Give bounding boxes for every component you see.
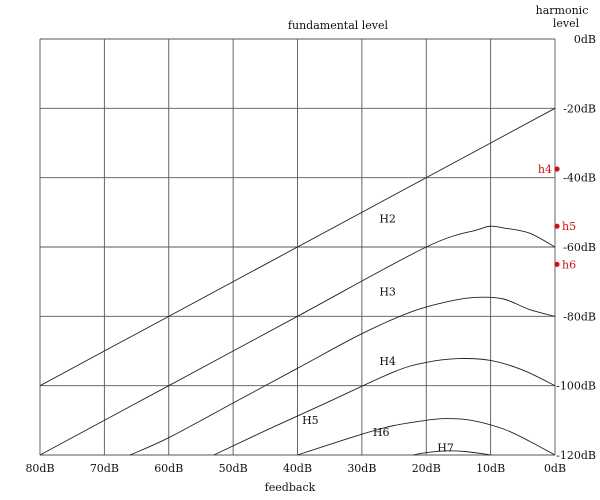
- marker-label-h6: h6: [562, 258, 576, 271]
- series-label-h5: H5: [302, 414, 319, 427]
- series-line-h3: [39, 225, 556, 456]
- series-line-h4: [129, 296, 556, 456]
- series-labels: H2 H3 H4 H5 H6 H7: [302, 213, 454, 455]
- series-label-h2: H2: [379, 213, 396, 226]
- series-label-h4: H4: [379, 355, 396, 368]
- chart-title: fundamental level: [288, 19, 389, 32]
- y-axis-label-line-2: level: [553, 17, 580, 30]
- markers: h4 h5 h6: [538, 163, 576, 271]
- x-tick-label: 50dB: [219, 462, 248, 475]
- x-tick-label: 40dB: [283, 462, 312, 475]
- y-tick-label: -20dB: [563, 102, 596, 115]
- series-label-h7: H7: [437, 442, 454, 455]
- x-tick-label: 60dB: [154, 462, 183, 475]
- y-tick-label: -60dB: [563, 241, 596, 254]
- x-tick-labels: 80dB 70dB 60dB 50dB 40dB 30dB 20dB 10dB 0dB: [25, 462, 566, 475]
- x-tick-label: 10dB: [476, 462, 505, 475]
- marker-point-h4: [554, 166, 560, 172]
- series-label-h6: H6: [373, 426, 390, 439]
- series-line-h5: [213, 358, 556, 456]
- x-tick-label: 70dB: [90, 462, 119, 475]
- series-line-h6: [297, 418, 556, 456]
- series-line-h7: [413, 450, 491, 456]
- x-tick-label: 20dB: [412, 462, 441, 475]
- marker-point-h6: [554, 261, 560, 267]
- y-tick-label: -80dB: [563, 310, 596, 323]
- y-tick-label: -120dB: [556, 449, 596, 462]
- y-tick-label: 0dB: [574, 33, 596, 46]
- series-curves: [39, 107, 556, 456]
- marker-label-h5: h5: [562, 220, 576, 233]
- x-tick-label: 0dB: [544, 462, 566, 475]
- y-tick-label: -40dB: [563, 172, 596, 185]
- series-line-h2: [39, 107, 556, 387]
- marker-label-h4: h4: [538, 163, 552, 176]
- series-label-h3: H3: [379, 286, 396, 299]
- x-tick-label: 30dB: [347, 462, 376, 475]
- y-tick-labels: 0dB -20dB -40dB -60dB -80dB -100dB -120dB: [556, 33, 596, 462]
- x-tick-label: 80dB: [25, 462, 54, 475]
- y-axis-label-line-1: harmonic: [536, 4, 589, 17]
- y-tick-label: -100dB: [556, 380, 596, 393]
- x-axis-label: feedback: [265, 481, 316, 494]
- marker-point-h5: [554, 223, 560, 229]
